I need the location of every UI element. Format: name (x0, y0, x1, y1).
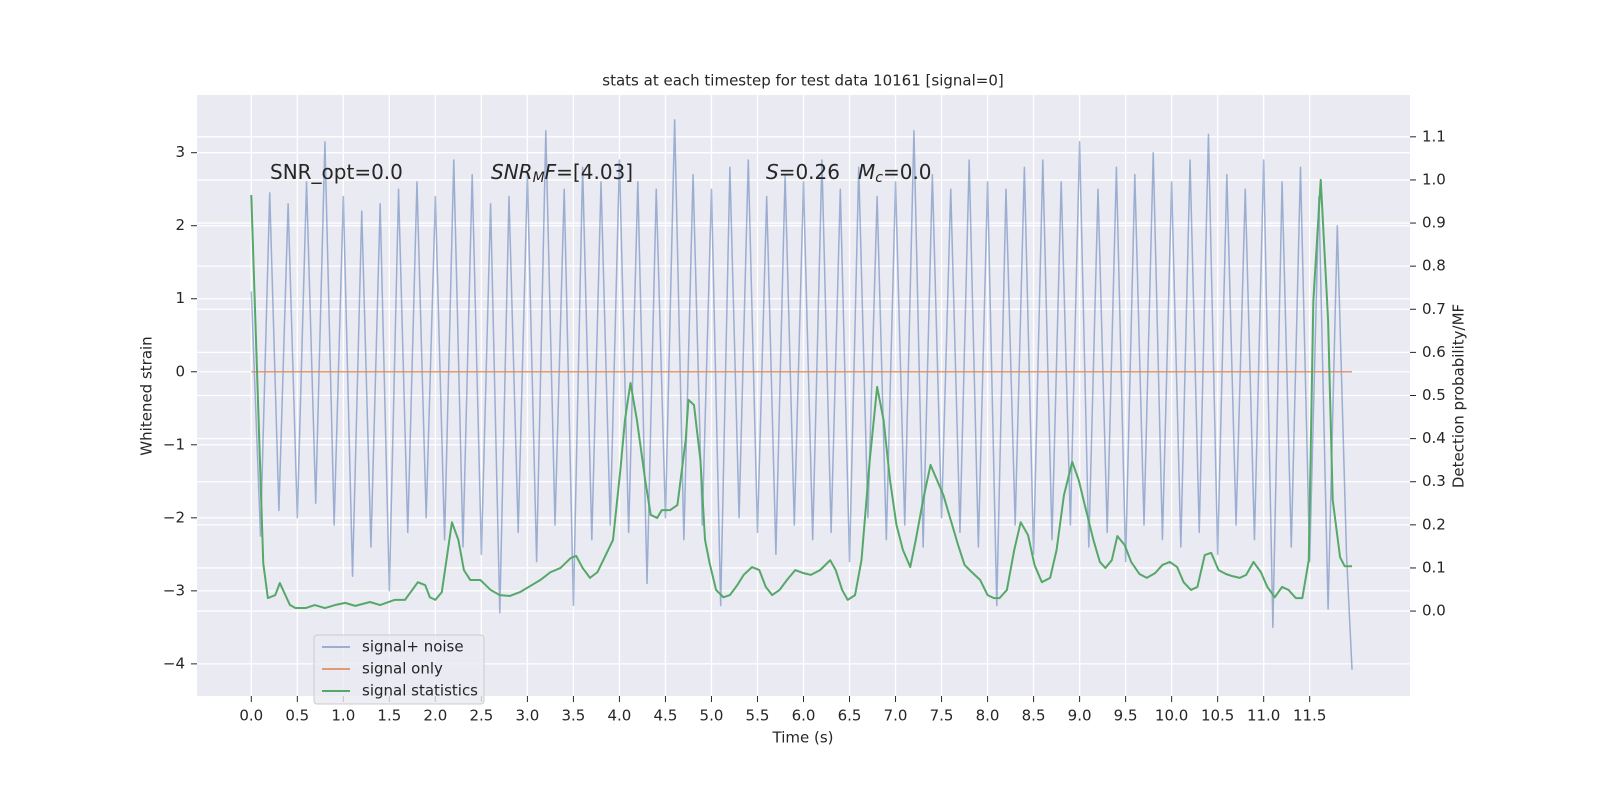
x-tick-label: 6.5 (838, 707, 862, 725)
x-tick-label: 2.0 (423, 707, 447, 725)
y2-tick-label: 0.0 (1422, 602, 1446, 620)
annotation-part: =0.26 (779, 160, 840, 184)
y2-tick-label: 1.1 (1422, 127, 1446, 145)
x-tick-label: 11.5 (1293, 707, 1326, 725)
x-tick-label: 9.5 (1114, 707, 1138, 725)
x-tick-label: 6.0 (792, 707, 816, 725)
x-tick-label: 3.0 (515, 707, 539, 725)
y-tick-label: 2 (175, 216, 185, 234)
annotation-part: c (875, 170, 883, 186)
x-tick-label: 0.5 (285, 707, 309, 725)
x-tick-label: 3.5 (561, 707, 585, 725)
y2-tick-label: 0.2 (1422, 515, 1446, 533)
y-axis-label: Whitened strain (138, 336, 156, 455)
x-tick-label: 1.5 (377, 707, 401, 725)
legend-label: signal+ noise (362, 638, 464, 656)
legend-label: signal statistics (362, 682, 478, 700)
annotation: Mc=0.0 (858, 160, 932, 187)
marks (250, 119, 1353, 670)
x-tick-label: 7.5 (930, 707, 954, 725)
annotation-part: M (858, 160, 875, 184)
legend: signal+ noise signal only signal statistic… (313, 634, 485, 705)
annotation: SNRMF=[4.03] (491, 160, 633, 187)
annotation-part: =[4.03] (556, 160, 633, 184)
grid (191, 95, 1416, 702)
x-tick-label: 2.5 (469, 707, 493, 725)
y2-tick-label: 0.8 (1422, 257, 1446, 275)
annotation-part: =0.0 (883, 160, 932, 184)
x-tick-label: 10.0 (1155, 707, 1188, 725)
x-tick-label: 9.0 (1068, 707, 1092, 725)
x-tick-label: 4.5 (654, 707, 678, 725)
chart-title: stats at each timestep for test data 101… (602, 72, 1003, 90)
y2-tick-label: 0.9 (1422, 214, 1446, 232)
y2-tick-label: 0.4 (1422, 429, 1446, 447)
y2-tick-label: 0.6 (1422, 343, 1446, 361)
x-tick-label: 1.0 (331, 707, 355, 725)
annotation: S=0.26 (766, 160, 840, 184)
x-tick-label: 5.5 (746, 707, 770, 725)
x-tick-label: 7.0 (884, 707, 908, 725)
y-tick-label: −3 (163, 581, 185, 599)
y-tick-label: −1 (163, 435, 185, 453)
annotation-part: S (766, 160, 779, 184)
x-tick-label: 10.5 (1201, 707, 1234, 725)
x-axis-label: Time (s) (772, 729, 834, 747)
y2-tick-label: 0.7 (1422, 300, 1446, 318)
series-line (250, 178, 1353, 610)
x-tick-label: 4.0 (608, 707, 632, 725)
legend-label: signal only (362, 660, 443, 678)
y-tick-label: 1 (175, 289, 185, 307)
y-tick-label: −2 (163, 508, 185, 526)
y2-axis-label: Detection probability/MF (1450, 304, 1468, 488)
y-tick-label: 0 (175, 362, 185, 380)
y2-tick-label: 0.3 (1422, 472, 1446, 490)
y2-tick-label: 0.5 (1422, 386, 1446, 404)
x-tick-label: 8.0 (976, 707, 1000, 725)
x-tick-label: 0.0 (239, 707, 263, 725)
x-tick-label: 8.5 (1022, 707, 1046, 725)
labels: 0.0 0.5 1.0 1.5 2.0 2.5 3.0 3.5 4.0 4.5 5.0 5.5 6.0 6… (163, 127, 1446, 724)
y2-tick-label: 1.0 (1422, 170, 1446, 188)
annotation-part: F (545, 160, 557, 184)
legend-box (313, 634, 485, 705)
x-tick-label: 5.0 (700, 707, 724, 725)
y2-tick-label: 0.1 (1422, 558, 1446, 576)
annotation-part: SNR (491, 160, 533, 184)
y-tick-label: −4 (163, 654, 185, 672)
annotation-part: M (533, 170, 545, 186)
annotation-part: SNR_opt=0.0 (270, 160, 403, 184)
x-tick-label: 11.0 (1247, 707, 1280, 725)
annotation: SNR_opt=0.0 (270, 160, 403, 184)
series-line (250, 119, 1353, 670)
y-tick-label: 3 (175, 143, 185, 161)
